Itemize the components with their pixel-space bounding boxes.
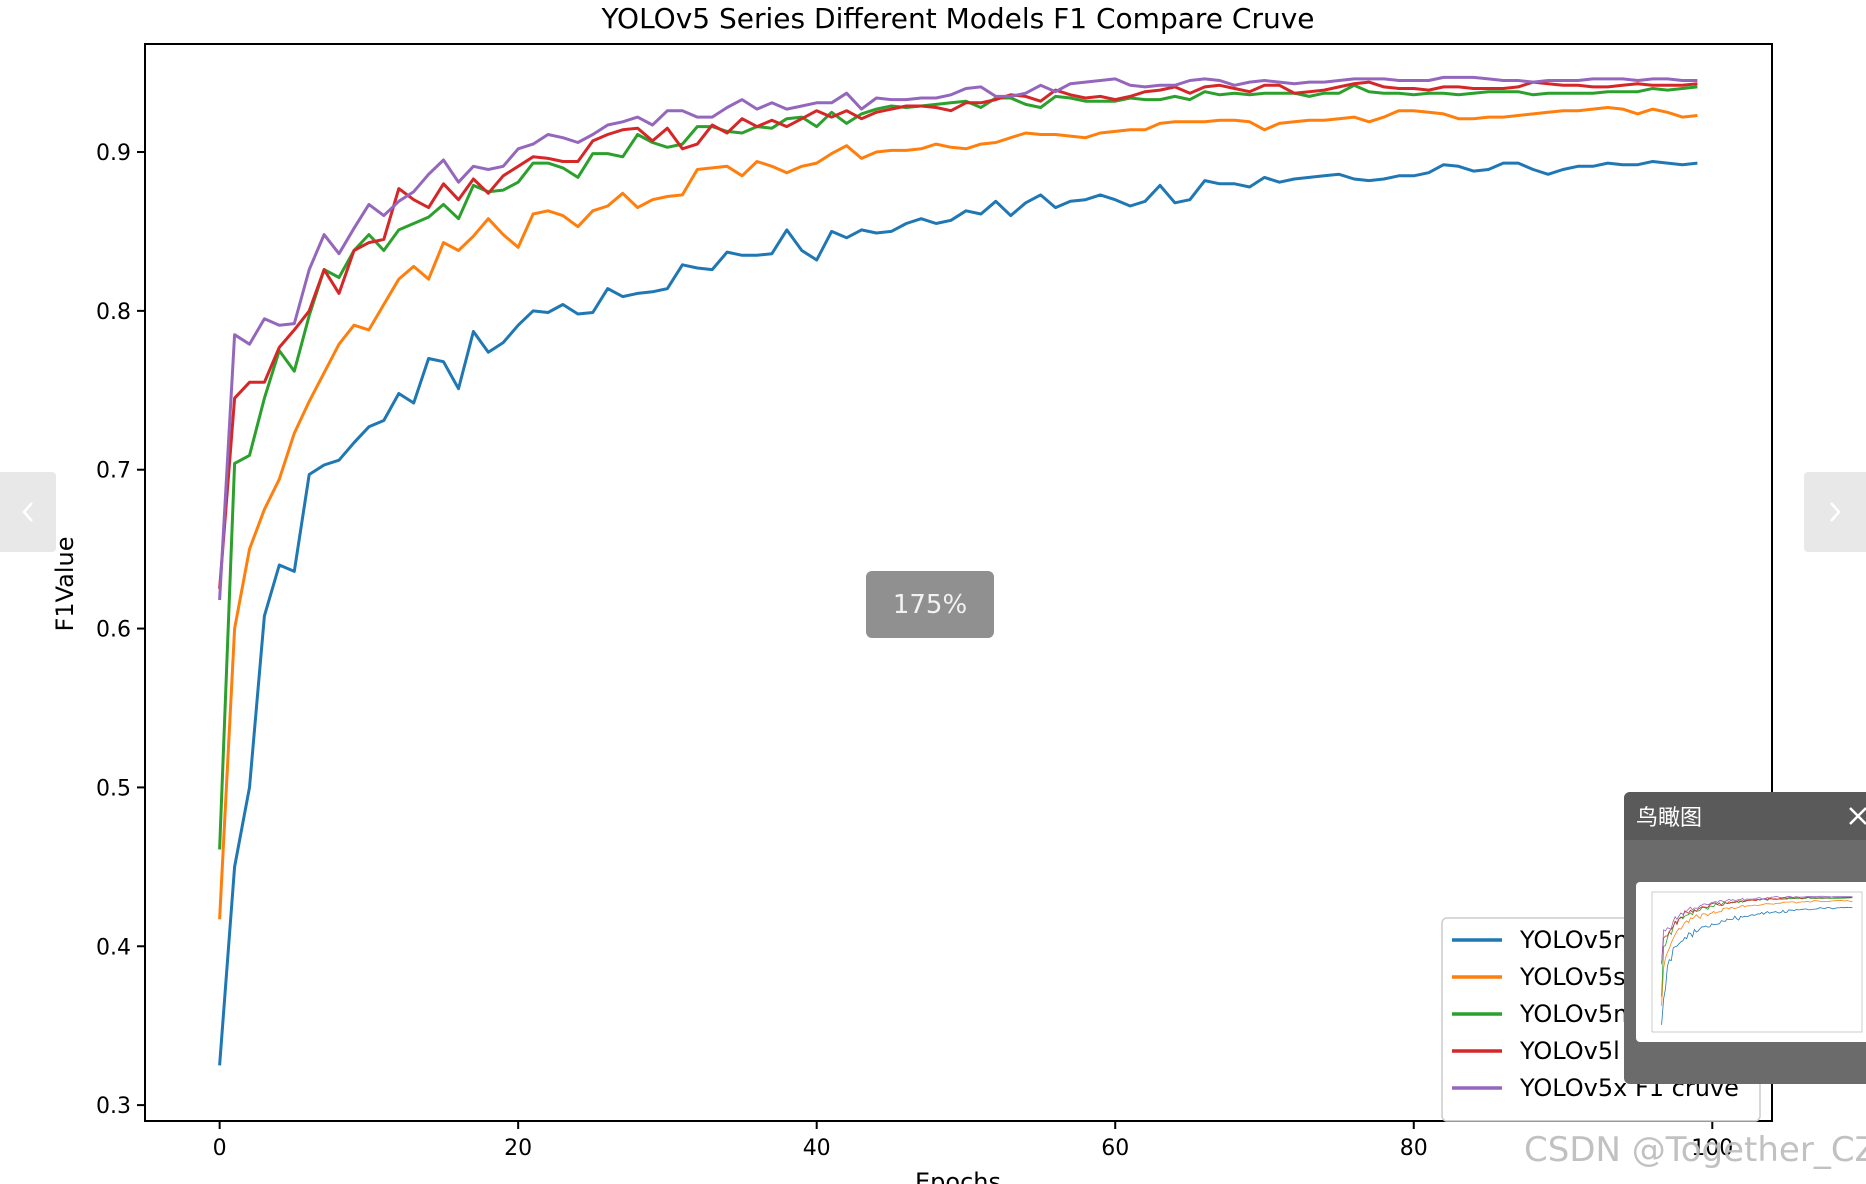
x-axis-ticks: 0 20 40 60 80 100 bbox=[213, 1121, 1733, 1161]
plot-frame bbox=[144, 43, 1773, 1122]
x-axis-label: Epochs bbox=[915, 1168, 1001, 1184]
thumb-series-line bbox=[1661, 896, 1853, 963]
thumb-series-line bbox=[1661, 895, 1853, 965]
x-tick-label: 60 bbox=[1101, 1136, 1129, 1161]
thumb-series-line bbox=[1661, 896, 1853, 997]
x-tick-label: 0 bbox=[213, 1136, 227, 1161]
chevron-right-icon bbox=[1830, 502, 1841, 522]
x-tick-label: 20 bbox=[504, 1136, 532, 1161]
series-line-yolov5m bbox=[218, 83, 1698, 850]
x-tick-label: 40 bbox=[803, 1136, 831, 1161]
y-tick-label: 0.6 bbox=[96, 618, 131, 643]
y-tick-label: 0.9 bbox=[96, 141, 131, 166]
series-line-yolov5x bbox=[218, 75, 1698, 601]
birdseye-panel[interactable]: 鸟瞰图 bbox=[1624, 792, 1866, 1084]
next-image-button[interactable] bbox=[1804, 472, 1866, 552]
thumb-frame bbox=[1651, 891, 1863, 1033]
series-line-yolov5n bbox=[218, 160, 1698, 1066]
y-axis-ticks: 0.3 0.4 0.5 0.6 0.7 0.8 0.9 bbox=[96, 141, 145, 1119]
y-tick-label: 0.8 bbox=[96, 300, 131, 325]
y-axis-label: F1Value bbox=[51, 537, 79, 632]
series-line-yolov5s bbox=[218, 106, 1698, 920]
series-line-yolov5l bbox=[218, 80, 1698, 590]
chevron-left-icon bbox=[22, 502, 33, 522]
birdseye-title: 鸟瞰图 bbox=[1636, 806, 1703, 831]
thumb-series-line bbox=[1661, 906, 1853, 1025]
y-tick-label: 0.5 bbox=[96, 776, 131, 801]
y-tick-label: 0.4 bbox=[96, 935, 131, 960]
csdn-watermark: CSDN @Together_CZ bbox=[1524, 1130, 1866, 1170]
birdseye-thumbnail[interactable] bbox=[1636, 882, 1866, 1042]
close-icon[interactable] bbox=[1846, 804, 1866, 828]
previous-image-button[interactable] bbox=[0, 472, 56, 552]
x-tick-label: 100 bbox=[1691, 1136, 1733, 1161]
zoom-level-badge: 175% bbox=[866, 571, 994, 638]
thumb-series-line bbox=[1661, 899, 1853, 1006]
y-tick-label: 0.7 bbox=[96, 459, 131, 484]
y-tick-label: 0.3 bbox=[96, 1094, 131, 1119]
birdseye-header: 鸟瞰图 bbox=[1624, 792, 1866, 840]
x-tick-label: 80 bbox=[1400, 1136, 1428, 1161]
chart-title: YOLOv5 Series Different Models F1 Compar… bbox=[600, 2, 1314, 35]
